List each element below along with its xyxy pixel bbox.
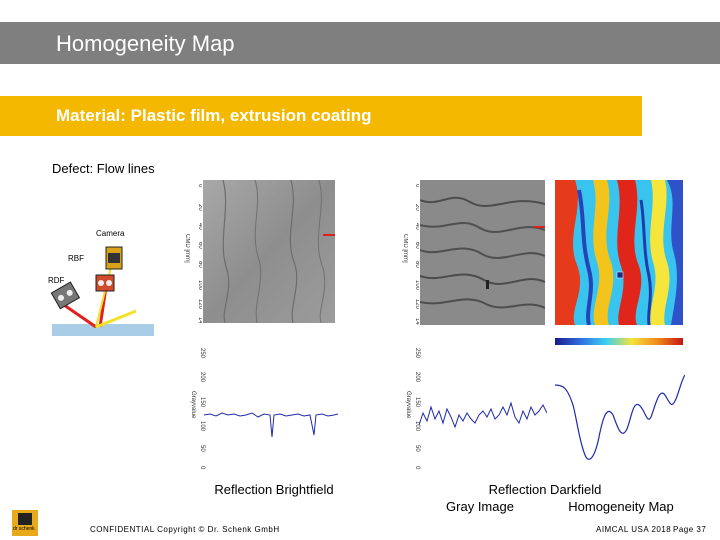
homogeneity-map-svg: [555, 180, 683, 326]
homogeneity-profile-line: [554, 374, 686, 460]
brightfield-cmd-axis: 0 20 40 60 80 100 120 140: [190, 180, 203, 328]
dfp-tick-5: 0: [414, 466, 420, 470]
bfp-tick-5: 0: [199, 466, 205, 470]
rdf-light-icon: [50, 281, 81, 310]
film-surface: [52, 324, 154, 336]
darkfield-profile-plot: 250 200 150 100 50 0 Grayvalue: [405, 345, 548, 470]
homogeneity-profile-plot: [554, 345, 686, 470]
bf-tick-5: 100: [197, 280, 202, 291]
bfp-tick-1: 200: [199, 372, 205, 383]
df-tick-4: 80: [414, 261, 419, 268]
bf-tick-4: 80: [197, 261, 202, 268]
rdf-ray-in: [63, 303, 97, 329]
rbf-light-icon: [95, 274, 115, 292]
bfp-tick-3: 100: [199, 421, 205, 432]
brightfield-cmd-label: CMD [mm]: [178, 232, 190, 282]
darkfield-profile-svg: 250 200 150 100 50 0 Grayvalue: [405, 345, 548, 470]
caption-gray-image: Gray Image: [446, 499, 514, 514]
dfp-tick-2: 150: [414, 397, 420, 408]
bfp-tick-0: 250: [199, 348, 205, 359]
bf-tick-6: 120: [197, 299, 202, 310]
brightfield-profile-svg: 250 200 150 100 50 0 Grayvalue: [190, 345, 339, 470]
darkfield-profile-line: [418, 401, 548, 429]
df-tick-1: 20: [414, 204, 419, 211]
brightfield-image-svg: [203, 179, 335, 324]
dfp-gray-label: Grayvalue: [405, 391, 411, 419]
material-label: Material: Plastic film, extrusion coatin…: [56, 106, 372, 125]
defect-label: Defect: Flow lines: [52, 161, 155, 176]
logo-mark: [18, 513, 32, 525]
bf-tick-1: 20: [197, 204, 202, 211]
df-tick-3: 60: [414, 242, 419, 249]
dfp-tick-0: 250: [414, 348, 420, 359]
caption-darkfield: Reflection Darkfield: [488, 482, 602, 497]
homogeneity-spot: [616, 271, 624, 279]
sensor-diagram-svg: [50, 246, 154, 336]
darkfield-spot: [486, 280, 489, 289]
df-tick-7: 140: [414, 318, 419, 325]
company-logo: dr schenk: [12, 510, 38, 536]
darkfield-gray-image: [419, 180, 546, 325]
colorbar: [555, 333, 683, 346]
footer-page: Page 37: [673, 525, 707, 534]
caption-brightfield: Reflection Brightfield: [214, 482, 334, 497]
bf-tick-7: 140: [197, 317, 202, 323]
homogeneity-map: [555, 180, 683, 326]
df-cmd-text: CMD [mm]: [402, 234, 408, 263]
bfp-tick-2: 150: [199, 397, 205, 408]
bfp-tick-4: 50: [199, 445, 205, 452]
df-tick-6: 120: [414, 299, 419, 310]
rdf-label: RDF: [48, 276, 65, 285]
slide-title: Homogeneity Map: [56, 31, 235, 56]
footer-event: AIMCAL USA 2018: [596, 525, 672, 534]
bf-tick-3: 60: [197, 242, 202, 249]
camera-icon: [105, 246, 123, 270]
dfp-tick-1: 200: [414, 372, 420, 383]
title-bar: Homogeneity Map: [0, 22, 720, 64]
reflected-ray: [95, 309, 137, 329]
material-bar: Material: Plastic film, extrusion coatin…: [0, 96, 642, 136]
dfp-tick-3: 100: [414, 421, 420, 432]
rbf-label: RBF: [68, 254, 84, 263]
sensor-diagram: [44, 225, 154, 345]
bf-cmd-text: CMD [mm]: [184, 234, 190, 263]
homogeneity-profile-svg: [554, 345, 686, 470]
dfp-tick-4: 50: [414, 445, 420, 452]
colorbar-svg: [555, 338, 683, 346]
bf-tick-2: 40: [197, 223, 202, 230]
camera-label: Camera: [96, 229, 125, 238]
darkfield-cmd-axis: 0 20 40 60 80 100 120 140: [407, 180, 420, 329]
footer-confidential: CONFIDENTIAL Copyright © Dr. Schenk GmbH: [90, 525, 280, 534]
bf-tick-0: 0: [197, 184, 202, 188]
bfp-gray-label: Grayvalue: [190, 391, 196, 419]
df-tick-2: 40: [414, 223, 419, 230]
darkfield-cmd-label: CMD [mm]: [396, 232, 408, 282]
brightfield-profile-line: [203, 412, 339, 438]
caption-homogeneity-map: Homogeneity Map: [568, 499, 674, 514]
df-tick-5: 100: [414, 280, 419, 291]
darkfield-gray-svg: [419, 180, 546, 325]
df-tick-0: 0: [414, 184, 419, 188]
brightfield-profile-plot: 250 200 150 100 50 0 Grayvalue: [190, 345, 339, 470]
brightfield-image: [203, 179, 335, 324]
logo-text: dr schenk: [13, 526, 35, 532]
